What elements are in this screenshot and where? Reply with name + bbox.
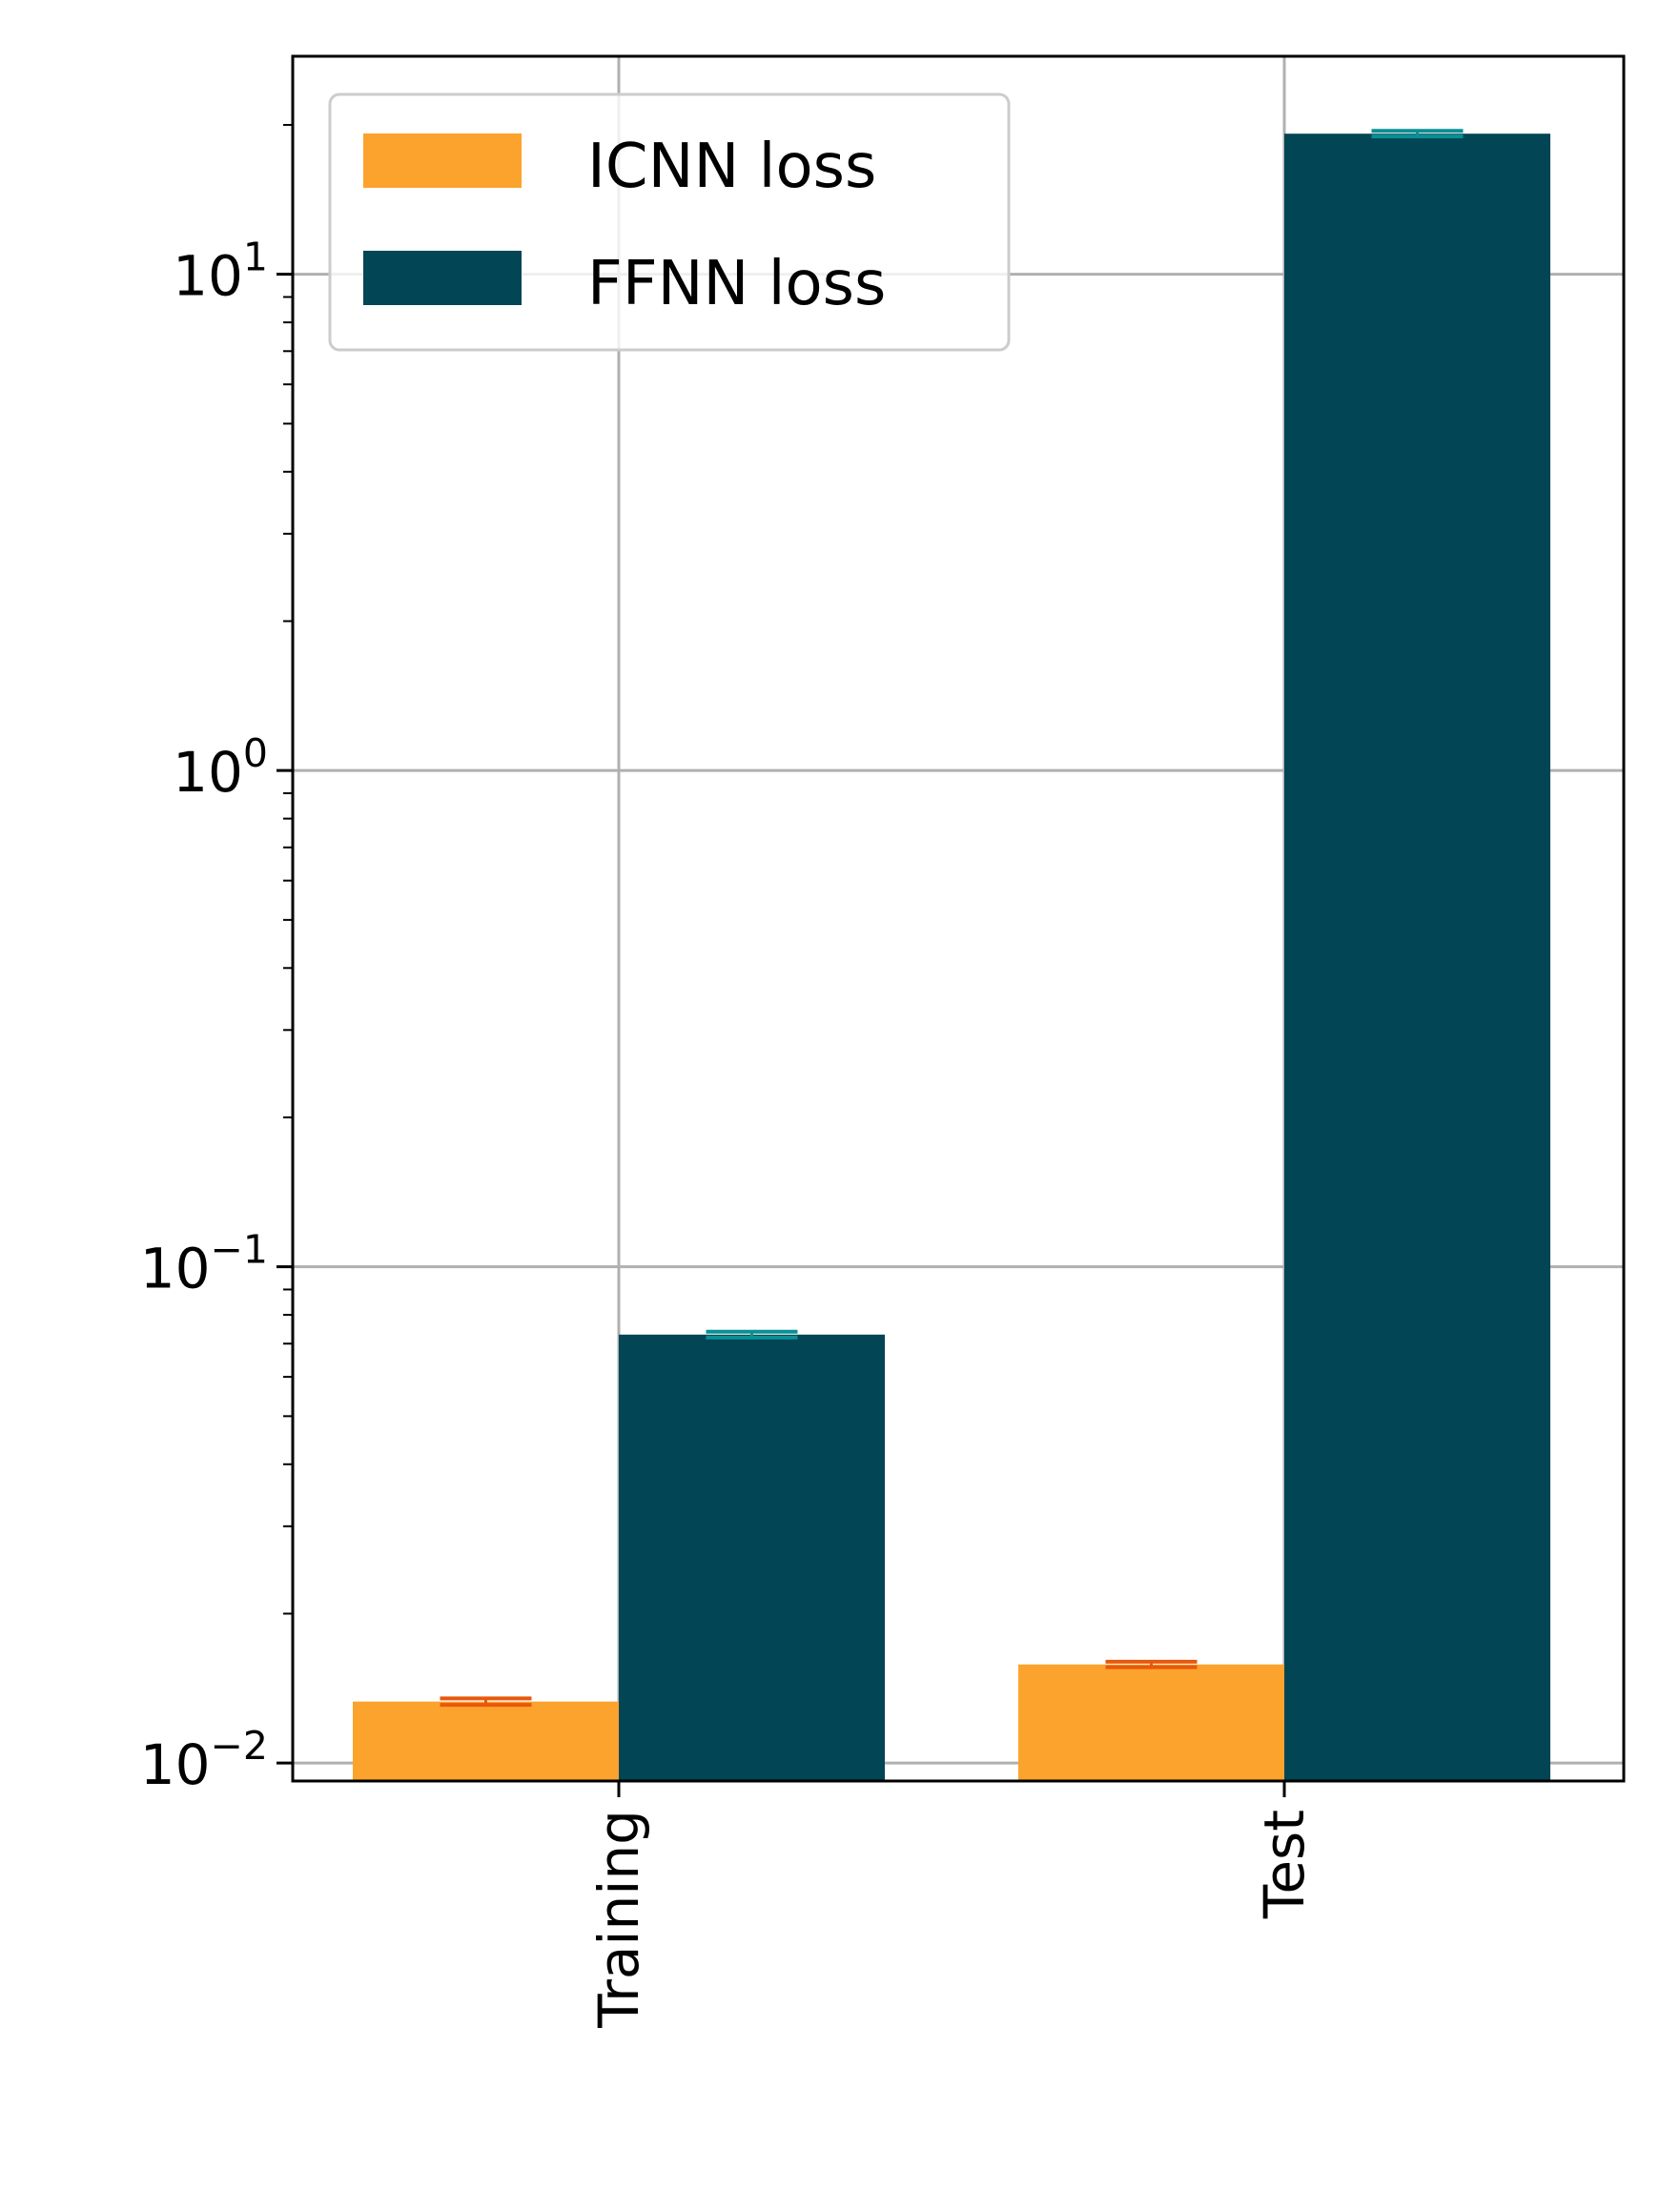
- bar-ffnn-loss: [1284, 133, 1550, 1782]
- x-tick-label: Training: [586, 1810, 651, 2029]
- plot-area-frame: [291, 54, 1626, 1783]
- y-tick-label: 100: [173, 730, 268, 805]
- y-tick-label: 10−1: [140, 1227, 268, 1301]
- bar-icnn-loss: [1018, 1664, 1284, 1781]
- bar-icnn-loss: [353, 1701, 619, 1781]
- legend-label-icnn: ICNN loss: [587, 132, 876, 202]
- bar-ffnn-loss: [619, 1334, 885, 1781]
- legend-swatch-ffnn: [363, 251, 522, 305]
- error-bars: [440, 129, 1464, 1708]
- y-tick-label: 101: [173, 235, 268, 309]
- legend: ICNN loss FFNN loss: [328, 92, 1011, 352]
- x-axis: Training Test: [586, 1781, 1317, 2029]
- y-tick-label: 10−2: [140, 1723, 268, 1797]
- bars: [353, 133, 1550, 1782]
- legend-label-ffnn: FFNN loss: [587, 249, 886, 319]
- legend-swatch-icnn: [363, 133, 522, 188]
- x-tick-label: Test: [1252, 1810, 1317, 1919]
- y-axis: 10−2 10−1 100 101: [140, 123, 293, 1797]
